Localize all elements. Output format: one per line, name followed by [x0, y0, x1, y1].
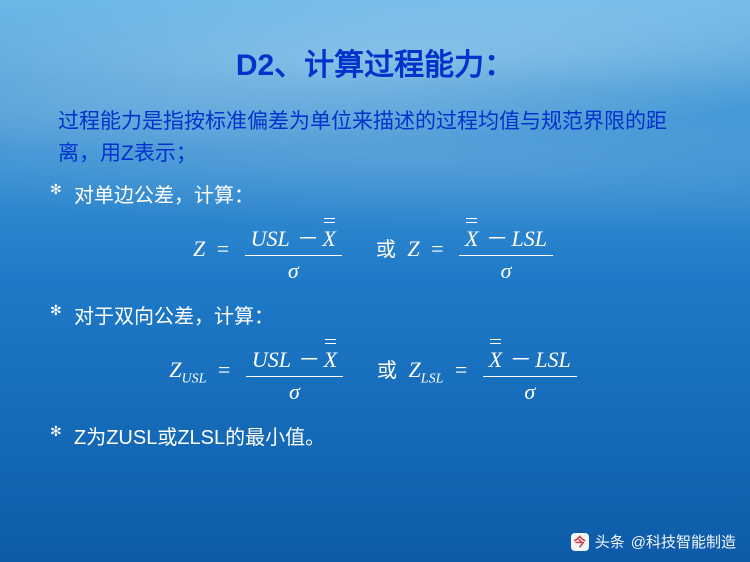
equals-2: = — [431, 236, 443, 261]
intro-text: 过程能力是指按标准偏差为单位来描述的过程均值与规范界限的距离，用Z表示； — [50, 106, 700, 169]
sigma-4: σ — [518, 377, 541, 407]
usl-2: USL — [252, 347, 291, 372]
sigma-2: σ — [495, 256, 518, 286]
x-double-bar-2: X — [465, 218, 478, 252]
sigma-3: σ — [283, 377, 306, 407]
var-z: Z — [193, 236, 205, 261]
fraction-lsl: X － LSL σ — [459, 216, 553, 286]
bullet-single: 对单边公差，计算： — [50, 179, 700, 208]
lsl: LSL — [512, 226, 547, 251]
x-double-bar-3: X — [324, 339, 337, 373]
watermark: 今 头条 @科技智能制造 — [571, 531, 736, 552]
watermark-label: 头条 — [595, 531, 625, 552]
slide-content: D2、计算过程能力： 过程能力是指按标准偏差为单位来描述的过程均值与规范界限的距… — [0, 0, 750, 562]
usl: USL — [251, 226, 290, 251]
bullet-min: Z为ZUSL或ZLSL的最小值。 — [50, 421, 700, 450]
var-zlsl: ZLSL — [409, 357, 444, 382]
formula-single: Z = USL － X σ 或 Z = X － LSL — [50, 216, 700, 286]
watermark-author: @科技智能制造 — [631, 531, 736, 552]
lsl-2: LSL — [535, 347, 570, 372]
bullet-double: 对于双向公差，计算： — [50, 300, 700, 329]
or-1: 或 — [376, 239, 396, 261]
minus-4: － — [508, 347, 530, 372]
minus-3: － — [296, 347, 318, 372]
equals-1: = — [217, 236, 229, 261]
fraction-usl-2: USL － X σ — [246, 337, 343, 407]
x-double-bar-1: X — [322, 218, 335, 252]
var-z-2: Z — [407, 236, 419, 261]
or-2: 或 — [377, 360, 397, 382]
equals-4: = — [455, 357, 467, 382]
minus-2: － — [484, 226, 506, 251]
fraction-lsl-2: X － LSL σ — [483, 337, 577, 407]
slide-title: D2、计算过程能力： — [50, 40, 700, 84]
formula-double: ZUSL = USL － X σ 或 ZLSL = X － LSL — [50, 337, 700, 407]
watermark-icon: 今 — [571, 533, 589, 551]
minus-1: － — [295, 226, 317, 251]
sigma-1: σ — [282, 256, 305, 286]
var-zusl: ZUSL — [169, 357, 206, 382]
equals-3: = — [218, 357, 230, 382]
fraction-usl: USL － X σ — [245, 216, 342, 286]
x-double-bar-4: X — [489, 339, 502, 373]
